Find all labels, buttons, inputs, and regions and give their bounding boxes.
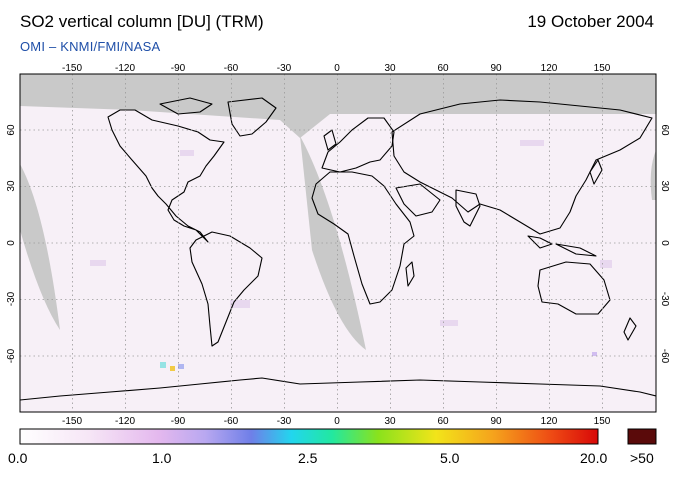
- lon-label-bottom: 30: [384, 416, 396, 427]
- colorbar-over-label: >50: [630, 450, 654, 466]
- lon-label-top: -60: [224, 63, 239, 74]
- map-title: SO2 vertical column [DU] (TRM): [20, 12, 264, 31]
- lat-label-right: 30: [659, 180, 670, 192]
- lon-label-bottom: -120: [115, 416, 135, 427]
- lon-label-top: 30: [384, 63, 396, 74]
- lat-label-left: -30: [6, 291, 17, 306]
- no-data-swath-east: [650, 150, 656, 200]
- lon-label-bottom: -30: [277, 416, 292, 427]
- colorbar-over-swatch: [627, 428, 657, 445]
- colorbar-label: 2.5: [298, 450, 318, 466]
- lon-label-bottom: -150: [62, 416, 82, 427]
- map-date: 19 October 2004: [527, 12, 654, 31]
- lon-label-bottom: 150: [594, 416, 611, 427]
- lon-label-bottom: 120: [541, 416, 558, 427]
- lat-label-right: 60: [659, 124, 670, 136]
- lon-label-top: -90: [171, 63, 186, 74]
- lat-label-left: 30: [6, 180, 17, 192]
- no-data-swath-center: [300, 136, 366, 350]
- lat-label-right: -60: [659, 349, 670, 364]
- colorbar-gradient: [19, 428, 599, 445]
- lon-label-top: 150: [594, 63, 611, 74]
- lon-label-top: 120: [541, 63, 558, 74]
- coastlines: [20, 97, 656, 401]
- lon-label-bottom: 0: [334, 416, 340, 427]
- lon-label-top: 90: [490, 63, 502, 74]
- lat-label-left: 0: [6, 240, 17, 246]
- no-data-swath-west: [20, 164, 60, 330]
- lon-label-bottom: 60: [437, 416, 449, 427]
- lat-label-right: -30: [659, 292, 670, 307]
- credit-line: OMI – KNMI/FMI/NASA: [20, 39, 161, 54]
- colorbar-label: 0.0: [8, 450, 28, 466]
- no-data-north-band: [20, 74, 656, 138]
- colorbar-label: 1.0: [152, 450, 172, 466]
- lon-label-bottom: -90: [171, 416, 186, 427]
- antarctic-speckles: [160, 352, 597, 371]
- map-frame: [19, 73, 657, 413]
- lat-label-right: 0: [659, 240, 670, 246]
- lon-label-top: -30: [277, 63, 292, 74]
- lat-label-left: 60: [6, 124, 17, 136]
- so2-signal-speckles: [90, 140, 612, 326]
- lon-label-top: -120: [115, 63, 135, 74]
- lon-label-bottom: -60: [224, 416, 239, 427]
- colorbar-label: 5.0: [440, 450, 460, 466]
- lon-label-top: 60: [437, 63, 449, 74]
- lon-label-bottom: 90: [490, 416, 502, 427]
- lon-label-top: 0: [334, 63, 340, 74]
- colorbar-label: 20.0: [580, 450, 608, 466]
- lat-label-left: -60: [6, 348, 17, 363]
- lon-label-top: -150: [62, 63, 82, 74]
